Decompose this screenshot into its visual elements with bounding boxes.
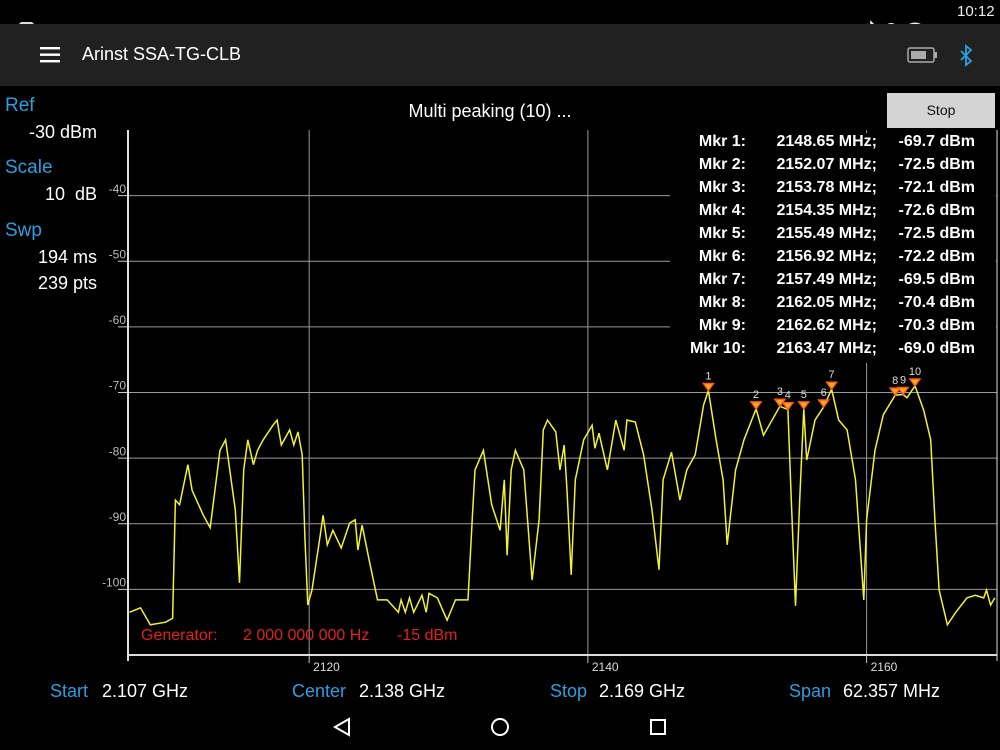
marker-table-frequency: 2157.49 MHz; — [777, 271, 878, 288]
span-value: 62.357 MHz — [843, 681, 941, 701]
marker-label: 8 — [892, 375, 898, 387]
device-icons — [907, 44, 973, 67]
marker-table-label: Mkr 4: — [699, 202, 746, 219]
marker-table-level: -70.4 dBm — [899, 294, 975, 311]
marker-label: 9 — [900, 374, 906, 386]
y-tick-label: -60 — [109, 313, 127, 327]
menu-button[interactable] — [38, 46, 62, 64]
marker-label: 4 — [785, 389, 791, 401]
marker-label: 5 — [801, 389, 807, 401]
marker-table-frequency: 2148.65 MHz; — [777, 133, 878, 150]
stop-value: 2.169 GHz — [599, 681, 686, 701]
marker-table: Mkr 1: 2148.65 MHz; -69.7 dBm Mkr 2: 2152.07… — [670, 133, 996, 363]
marker-table-frequency: 2156.92 MHz; — [777, 248, 878, 265]
ref-value: -30 dBm — [28, 122, 97, 142]
marker-triangle — [825, 381, 839, 391]
marker-table-label: Mkr 5: — [699, 225, 746, 242]
swp-time: 194 ms — [37, 247, 97, 267]
y-tick-label: -50 — [109, 247, 127, 261]
app-title: Arinst SSA-TG-CLB — [82, 44, 242, 64]
nav-back[interactable] — [332, 717, 350, 737]
stop-label: Stop — [550, 681, 588, 701]
marker-label: 6 — [821, 387, 827, 399]
generator-frequency: 2 000 000 000 Hz — [243, 627, 369, 644]
marker-table-level: -72.6 dBm — [899, 202, 975, 219]
marker-table-label: Mkr 8: — [699, 294, 746, 311]
x-tick-label: 2160 — [871, 660, 898, 674]
start-label: Start — [50, 681, 89, 701]
x-tick-label: 2140 — [592, 660, 619, 674]
marker-table-label: Mkr 1: — [699, 133, 746, 150]
center-label: Center — [292, 681, 347, 701]
marker-table-level: -72.1 dBm — [899, 179, 975, 196]
marker-table-frequency: 2155.49 MHz; — [777, 225, 878, 242]
marker-table-level: -72.2 dBm — [899, 248, 975, 265]
marker-table-level: -70.3 dBm — [899, 317, 975, 334]
center-value: 2.138 GHz — [359, 681, 446, 701]
marker-label: 1 — [705, 370, 711, 382]
stop-button[interactable]: Stop — [887, 93, 995, 128]
marker-table-label: Mkr 3: — [699, 179, 746, 196]
marker-triangle — [896, 386, 910, 396]
swp-label: Swp — [5, 220, 42, 241]
span-label: Span — [789, 681, 832, 701]
marker-table-level: -72.5 dBm — [899, 225, 975, 242]
marker-table-label: Mkr 6: — [699, 248, 746, 265]
marker-table-bg — [670, 133, 996, 363]
ref-label: Ref — [5, 95, 35, 116]
marker-table-frequency: 2153.78 MHz; — [777, 179, 878, 196]
marker-triangle — [781, 401, 795, 411]
marker-table-level: -69.0 dBm — [899, 340, 975, 357]
marker-table-frequency: 2163.47 MHz; — [777, 340, 878, 357]
scale-value: 10 dB — [44, 184, 97, 204]
marker-table-label: Mkr 7: — [699, 271, 746, 288]
marker-triangle — [817, 399, 831, 409]
marker-label: 7 — [829, 369, 835, 381]
generator-label: Generator: — [141, 627, 217, 644]
device-bluetooth — [960, 44, 973, 67]
app-bar: Arinst SSA-TG-CLB — [0, 24, 1000, 86]
marker-label: 10 — [909, 366, 921, 378]
marker-table-frequency: 2162.62 MHz; — [777, 317, 878, 334]
status-text: Multi peaking (10) ... — [408, 101, 572, 121]
trace — [129, 384, 996, 627]
status-bar: 10:12 — [0, 0, 1000, 40]
spectrum-chart: -40 -50 -60 -70 -80 -90 -100 2120 2140 2160 1 2 3 4 5 6… — [102, 130, 998, 674]
clock: 10:12 — [957, 3, 995, 20]
marker-triangle — [797, 401, 811, 411]
marker-triangle — [701, 382, 715, 392]
y-tick-label: -40 — [109, 182, 127, 196]
scale-label: Scale — [5, 157, 53, 178]
generator-level: -15 dBm — [397, 627, 457, 644]
marker-table-frequency: 2154.35 MHz; — [777, 202, 878, 219]
y-tick-label: -80 — [109, 444, 127, 458]
marker-triangle — [888, 387, 902, 397]
y-tick-label: -90 — [109, 510, 127, 524]
marker-table-frequency: 2162.05 MHz; — [777, 294, 878, 311]
x-tick-label: 2120 — [313, 660, 340, 674]
marker-triangle — [908, 378, 922, 388]
marker-table-level: -69.7 dBm — [899, 133, 975, 150]
nav-recent[interactable] — [650, 719, 666, 735]
nav-bar — [332, 717, 666, 737]
marker-table-label: Mkr 9: — [699, 317, 746, 334]
marker-table-level: -69.5 dBm — [899, 271, 975, 288]
marker-table-frequency: 2152.07 MHz; — [777, 156, 878, 173]
nav-home[interactable] — [491, 718, 509, 736]
marker-table-label: Mkr 10: — [690, 340, 746, 357]
swp-points: 239 pts — [37, 273, 97, 293]
marker-table-label: Mkr 2: — [699, 156, 746, 173]
y-tick-label: -100 — [102, 576, 126, 590]
marker-table-level: -72.5 dBm — [899, 156, 975, 173]
y-tick-label: -70 — [109, 379, 127, 393]
start-value: 2.107 GHz — [102, 681, 189, 701]
marker-label: 2 — [753, 389, 759, 401]
marker-label: 3 — [777, 386, 783, 398]
marker-triangle — [749, 401, 763, 411]
